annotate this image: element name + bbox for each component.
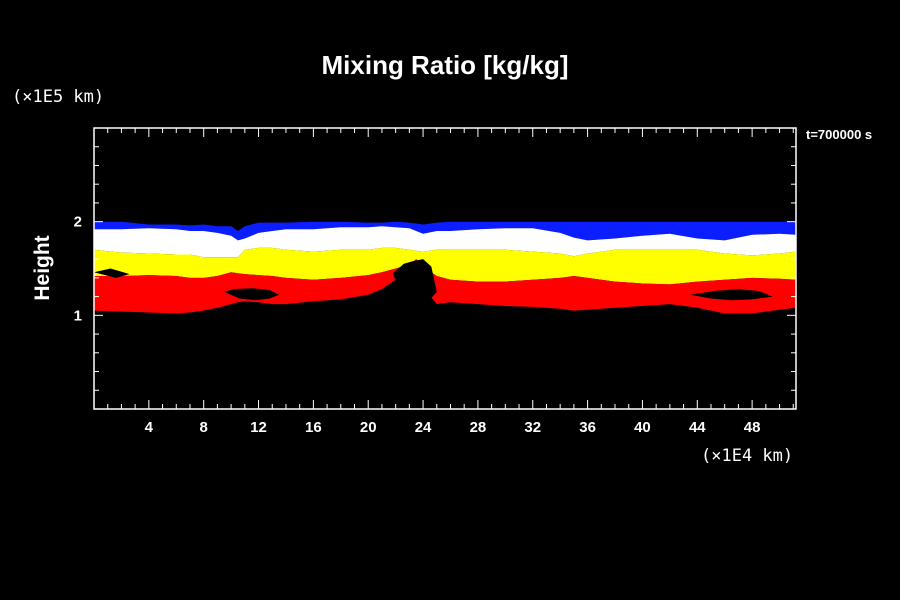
mixing-ratio-gaps: [94, 259, 773, 306]
x-tick-label: 44: [689, 419, 706, 436]
mixing-ratio-bands: [94, 221, 796, 314]
right-red-gap: [690, 289, 773, 301]
axis-ticks: [94, 128, 796, 409]
plot-frame: [93, 127, 797, 410]
left-yellow-notch: [94, 268, 130, 278]
x-tick-label: 12: [250, 419, 267, 436]
lower-left-gap: [224, 288, 280, 301]
x-tick-label: 48: [744, 419, 761, 436]
x-tick-label: 32: [524, 419, 541, 436]
y-axis-unit: (×1E5 km): [12, 87, 104, 107]
x-tick-label: 8: [200, 419, 208, 436]
band-white: [94, 226, 796, 258]
x-axis-unit: (×1E4 km): [701, 446, 793, 466]
band-blue: [94, 221, 796, 241]
central-gap: [392, 259, 437, 306]
plot-area: [94, 128, 796, 409]
y-tick-label: 2: [74, 214, 82, 231]
x-tick-label: 4: [145, 419, 154, 436]
band-red: [94, 259, 796, 314]
y-axis-label: Height: [31, 235, 54, 300]
x-tick-label: 40: [634, 419, 651, 436]
x-tick-label: 16: [305, 419, 322, 436]
band-yellow: [94, 247, 796, 285]
time-label: t=700000 s: [806, 127, 872, 142]
chart-title: Mixing Ratio [kg/kg]: [322, 50, 569, 80]
x-tick-label: 24: [415, 419, 432, 436]
x-tick-label: 28: [470, 419, 487, 436]
x-tick-label: 36: [579, 419, 596, 436]
x-tick-label: 20: [360, 419, 377, 436]
y-tick-label: 1: [74, 307, 82, 324]
